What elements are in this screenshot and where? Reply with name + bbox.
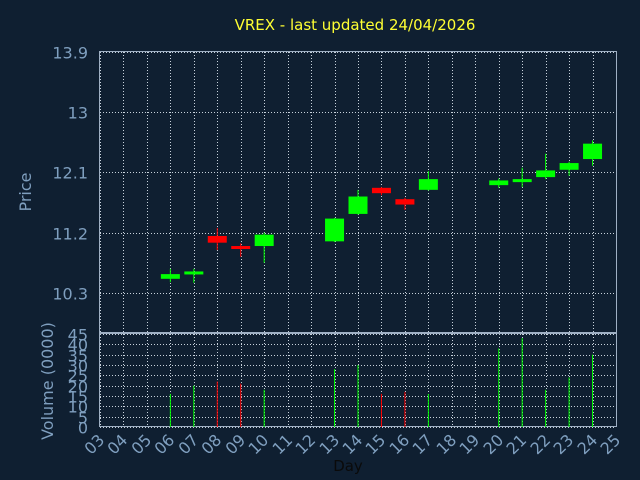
candle-body bbox=[512, 179, 532, 183]
volume-axis-label: Volume (0000) bbox=[38, 322, 57, 440]
candle-body bbox=[489, 180, 509, 186]
candle-body bbox=[395, 199, 415, 205]
candle-body bbox=[325, 218, 345, 242]
x-tick-label: 25 bbox=[596, 430, 624, 458]
volume-tick-label: 20 bbox=[68, 378, 88, 397]
candle-body bbox=[536, 170, 556, 178]
price-tick-label: 10.3 bbox=[52, 285, 88, 304]
candle-body bbox=[371, 187, 391, 194]
volume-bars bbox=[169, 338, 594, 427]
candle-body bbox=[348, 196, 368, 214]
candle-body bbox=[231, 246, 251, 250]
candle-body bbox=[207, 235, 227, 243]
candle-body bbox=[559, 163, 579, 170]
candle-body bbox=[583, 143, 603, 160]
price-y-ticks: 13.9 13 12.1 11.2 10.3 bbox=[52, 44, 88, 304]
volume-tick-label: 40 bbox=[68, 336, 88, 355]
price-tick-label: 12.1 bbox=[52, 164, 88, 183]
price-tick-label: 13.9 bbox=[52, 44, 88, 63]
candle-body bbox=[184, 271, 204, 275]
volume-tick-label: 35 bbox=[68, 347, 88, 366]
price-grid bbox=[100, 52, 617, 333]
candle-body bbox=[418, 179, 438, 190]
x-axis-label: Day bbox=[333, 457, 363, 475]
chart-title: VREX - last updated 24/04/2026 bbox=[235, 16, 476, 34]
volume-tick-label: 45 bbox=[68, 326, 88, 345]
price-tick-label: 13 bbox=[68, 104, 88, 123]
volume-tick-label: 15 bbox=[68, 388, 88, 407]
candle-body bbox=[254, 234, 274, 247]
price-panel-frame bbox=[99, 51, 617, 333]
volume-tick-label: 0 bbox=[78, 419, 88, 438]
candles bbox=[160, 140, 603, 283]
volume-tick-label: 30 bbox=[68, 357, 88, 376]
volume-tick-label: 10 bbox=[68, 398, 88, 417]
price-tick-label: 11.2 bbox=[52, 225, 88, 244]
volume-tick-label: 5 bbox=[78, 409, 88, 428]
candle-body bbox=[160, 274, 180, 279]
x-ticks: 0304050607080910111213141516171819202122… bbox=[80, 430, 624, 458]
price-axis-label: Price bbox=[16, 172, 35, 211]
volume-tick-label: 25 bbox=[68, 367, 88, 386]
